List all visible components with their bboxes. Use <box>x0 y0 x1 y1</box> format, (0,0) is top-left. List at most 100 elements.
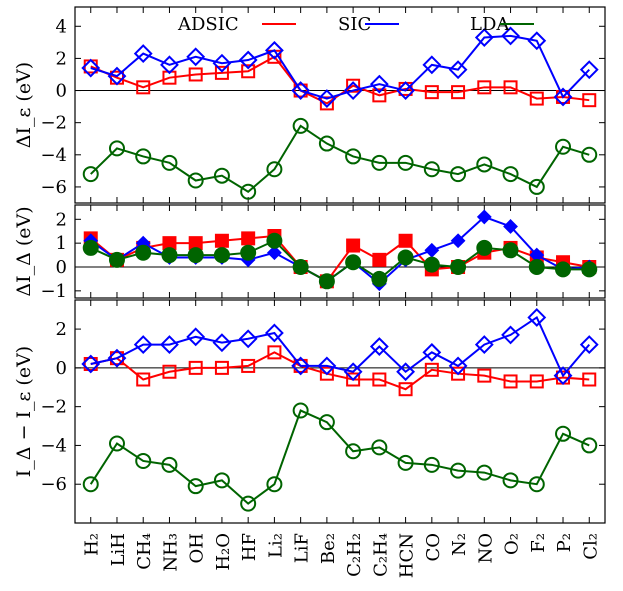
data-point-adsic <box>372 372 387 387</box>
series-line-lda <box>89 409 590 505</box>
data-point-sic <box>503 219 518 234</box>
data-point-sic <box>343 81 363 100</box>
x-tick-label: CO <box>423 533 444 562</box>
data-point-adsic <box>556 89 571 104</box>
data-point-lda <box>476 156 493 173</box>
data-point-sic <box>424 242 440 258</box>
data-point-lda <box>187 478 204 495</box>
data-point-adsic <box>293 83 308 98</box>
data-point-lda <box>318 414 335 431</box>
x-tick-label: OH <box>187 533 208 563</box>
x-tick-label: Li₂ <box>265 533 286 558</box>
legend-label: SIC <box>338 14 371 35</box>
data-point-lda <box>345 254 362 271</box>
data-point-adsic <box>241 231 256 246</box>
data-point-lda <box>555 425 572 442</box>
plot-frame <box>74 299 606 524</box>
y-tick-label: 0 <box>56 81 67 102</box>
data-point-sic <box>527 31 547 51</box>
data-point-lda <box>135 452 152 469</box>
data-point-lda <box>450 259 467 275</box>
plot-frame <box>74 204 606 299</box>
x-tick-label: H₂ <box>82 533 103 556</box>
data-point-lda <box>581 146 598 163</box>
data-point-sic <box>212 53 232 73</box>
y-tick-label: −4 <box>40 145 67 166</box>
data-point-lda <box>292 259 309 275</box>
data-point-lda <box>397 249 414 266</box>
data-point-sic <box>291 81 311 100</box>
legend-label: ADSIC <box>177 14 239 35</box>
data-point-lda <box>108 435 125 452</box>
x-tick-label: P₂ <box>554 533 575 552</box>
data-point-lda <box>240 244 257 261</box>
data-point-lda <box>161 456 178 473</box>
data-point-adsic <box>451 85 466 100</box>
data-point-lda <box>450 462 467 479</box>
x-tick-label: NO <box>475 533 496 564</box>
y-tick-label: −2 <box>40 113 67 134</box>
data-point-adsic <box>346 78 361 93</box>
data-point-adsic <box>424 85 439 100</box>
data-point-lda <box>423 161 440 178</box>
data-point-lda <box>213 167 230 184</box>
data-point-adsic <box>267 345 282 360</box>
x-tick-label: NH₃ <box>160 533 181 572</box>
data-point-lda <box>108 140 125 157</box>
data-point-lda <box>345 148 362 165</box>
data-point-adsic <box>398 233 413 248</box>
data-point-lda <box>528 178 545 195</box>
data-point-sic <box>501 26 520 46</box>
data-point-lda <box>345 443 362 460</box>
y-tick-label: −4 <box>40 435 67 456</box>
data-point-adsic <box>582 93 597 108</box>
legend: ADSIC SIC LDA <box>177 14 534 35</box>
data-point-sic <box>474 28 494 47</box>
data-point-lda <box>555 261 572 278</box>
y-tick-label: 2 <box>56 319 67 340</box>
data-point-sic <box>317 356 337 376</box>
data-point-adsic <box>83 356 98 371</box>
data-point-sic <box>448 356 468 376</box>
data-point-lda <box>423 456 440 473</box>
data-point-lda <box>240 183 257 200</box>
y-tick-label: 0 <box>56 358 67 379</box>
panel-ionization-energy-diff: ΔI_ε (eV) 4 2 0 −2 −4 −6 <box>13 6 606 204</box>
x-tick-label: Cl₂ <box>580 533 601 560</box>
data-point-lda <box>555 138 572 155</box>
data-point-sic <box>476 209 492 225</box>
data-point-adsic <box>477 368 492 383</box>
y-tick-label: −2 <box>40 397 67 418</box>
data-point-lda <box>82 239 99 256</box>
data-point-sic <box>474 335 494 355</box>
data-point-lda <box>135 148 152 165</box>
data-point-lda <box>266 161 283 178</box>
data-point-lda <box>371 270 388 287</box>
y-tick-label: 2 <box>56 209 67 230</box>
data-point-sic <box>369 74 389 94</box>
y-axis-label: ΔI_Δ (eV) <box>13 206 35 296</box>
data-point-lda <box>528 259 545 275</box>
data-point-adsic <box>136 372 151 387</box>
data-point-sic <box>107 66 127 86</box>
data-point-sic <box>238 329 258 349</box>
panel-delta-ionization-diff: ΔI_Δ (eV) 2 1 0 −1 <box>13 204 606 302</box>
data-point-lda <box>108 251 125 268</box>
x-tick-label: F₂ <box>528 533 549 553</box>
data-point-lda <box>502 472 519 489</box>
data-point-lda <box>266 232 283 249</box>
x-axis-tick-labels: H₂ LiH CH₄ NH₃ OH H₂O HF Li₂ LiF Be₂ C₂H₂ C₂H₄ HCN CO… <box>82 533 602 578</box>
y-axis-label: ΔI_ε (eV) <box>13 62 35 148</box>
data-point-lda <box>581 437 598 454</box>
data-point-lda <box>528 476 545 493</box>
data-point-adsic <box>451 366 466 381</box>
data-point-sic <box>133 335 153 355</box>
series-line-sic <box>90 315 591 378</box>
data-point-sic <box>369 337 389 356</box>
data-point-sic <box>422 342 442 362</box>
data-point-lda <box>397 454 414 471</box>
data-point-adsic <box>136 80 151 95</box>
series-line-lda <box>90 124 590 193</box>
data-point-lda <box>213 472 230 489</box>
